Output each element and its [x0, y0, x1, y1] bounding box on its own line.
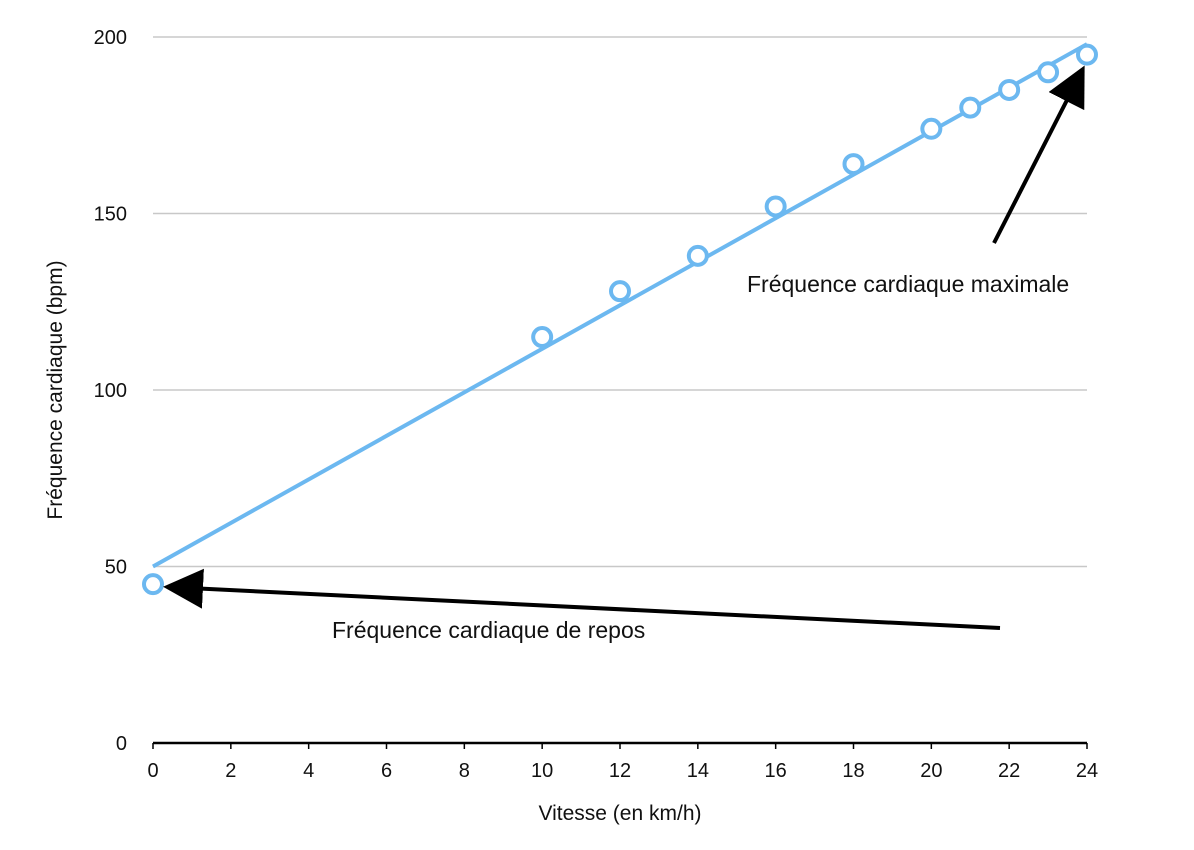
data-point — [686, 244, 709, 267]
annotation-arrow-max — [992, 65, 1085, 244]
x-tick-label: 2 — [225, 760, 236, 782]
y-tick-label: 0 — [116, 733, 127, 755]
x-tick-label: 14 — [687, 760, 709, 782]
trend-line — [152, 42, 1088, 569]
y-tick-label: 150 — [94, 204, 127, 226]
data-point — [531, 326, 554, 349]
data-point — [959, 96, 982, 119]
x-tick-label: 12 — [609, 760, 631, 782]
data-point — [609, 280, 631, 303]
x-tick-label: 24 — [1076, 760, 1098, 782]
x-tick-label: 10 — [531, 760, 553, 782]
data-points — [142, 43, 1098, 596]
y-tick-label: 100 — [94, 380, 127, 402]
x-tick-label: 8 — [459, 760, 470, 782]
x-tick-label: 4 — [303, 760, 314, 782]
data-point — [842, 153, 865, 176]
data-point — [920, 117, 943, 140]
annotations: Fréquence cardiaque de repos Fréquence ca… — [163, 65, 1085, 643]
x-tick-label: 22 — [998, 760, 1020, 782]
annotation-label-rest: Fréquence cardiaque de repos — [332, 617, 645, 643]
data-point — [1076, 43, 1098, 66]
trend-lines — [152, 42, 1088, 569]
data-point — [142, 573, 164, 596]
grid-lines — [153, 36, 1087, 568]
x-tick-label: 0 — [147, 760, 158, 782]
x-tick-label: 6 — [381, 760, 392, 782]
annotation-label-max: Fréquence cardiaque maximale — [747, 271, 1069, 297]
data-point — [998, 78, 1021, 101]
annotation-arrow-rest — [163, 568, 1001, 630]
x-tick-label: 18 — [842, 760, 864, 782]
y-axis-title: Fréquence cardiaque (bpm) — [44, 260, 67, 519]
data-point — [1037, 61, 1060, 84]
y-tick-label: 200 — [94, 27, 127, 49]
y-tick-label: 50 — [105, 557, 127, 579]
data-point — [764, 195, 787, 218]
x-axis-title: Vitesse (en km/h) — [538, 802, 701, 825]
x-tick-label: 20 — [920, 760, 942, 782]
x-tick-label: 16 — [765, 760, 787, 782]
